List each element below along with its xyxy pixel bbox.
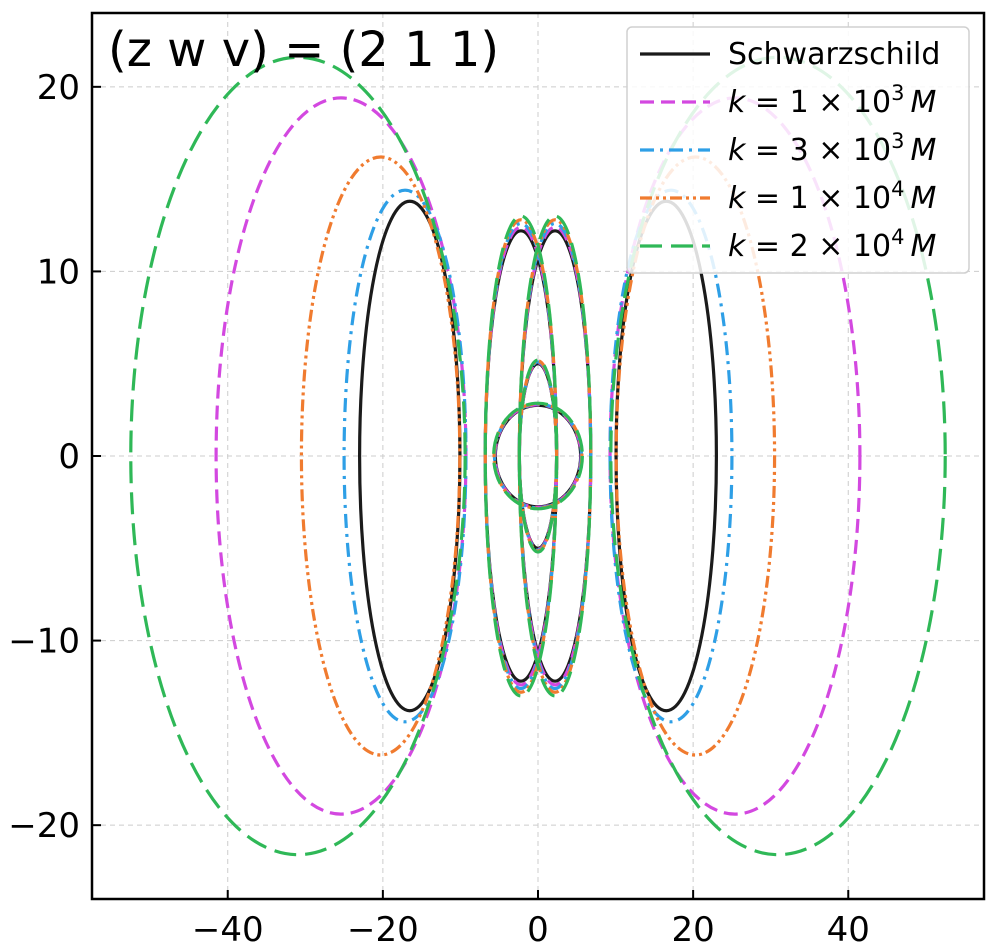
axis-ticks: −40 −20 0 20 40 −20 −10 0 10 20 [8,68,870,950]
y-tick-label: 0 [58,437,80,477]
y-tick-label: −10 [8,622,80,662]
y-tick-label: 10 [37,252,80,292]
mid-petal [517,214,593,698]
legend-label: k = 2 × 104 M [728,225,936,264]
annotation-label: (z w v) = (2 1 1) [108,22,499,78]
legend-box [626,26,970,274]
y-tick-label: 20 [37,68,80,108]
outer-lobe [299,155,462,757]
outer-lobe [609,55,947,857]
legend-label: k = 1 × 104 M [728,177,936,216]
x-tick-label: 20 [671,910,714,950]
legend-label: k = 1 × 103 M [728,81,936,120]
mid-petal [483,214,559,698]
y-tick-label: −20 [8,806,80,846]
legend: Schwarzschild k = 1 × 103 M k = 3 × 103 M k =… [626,26,970,274]
x-tick-label: −20 [347,910,419,950]
inner-petal [492,401,584,511]
legend-label: Schwarzschild [728,37,940,72]
x-tick-label: 40 [827,910,870,950]
outer-lobe [129,55,467,857]
x-tick-label: −40 [192,910,264,950]
x-tick-label: 0 [527,910,549,950]
legend-label: k = 3 × 103 M [728,129,936,168]
series-4 [129,55,947,857]
